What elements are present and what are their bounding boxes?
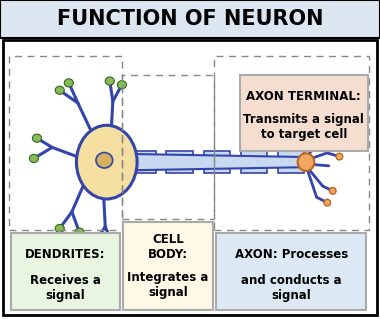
Bar bbox=[9, 56, 122, 230]
Ellipse shape bbox=[298, 153, 314, 171]
Bar bbox=[11, 233, 120, 309]
Bar bbox=[0, 0, 380, 38]
Bar bbox=[123, 222, 213, 309]
Ellipse shape bbox=[32, 134, 41, 142]
Bar bbox=[214, 56, 369, 230]
Ellipse shape bbox=[105, 77, 114, 85]
Ellipse shape bbox=[336, 153, 343, 160]
Polygon shape bbox=[241, 151, 267, 173]
Ellipse shape bbox=[108, 241, 117, 249]
Bar bbox=[216, 233, 366, 309]
Text: and conducts a
signal: and conducts a signal bbox=[241, 274, 342, 302]
Text: CELL
BODY:: CELL BODY: bbox=[148, 233, 188, 261]
Polygon shape bbox=[204, 151, 230, 173]
Ellipse shape bbox=[324, 199, 331, 206]
Ellipse shape bbox=[64, 79, 73, 87]
Polygon shape bbox=[166, 151, 193, 173]
Ellipse shape bbox=[29, 154, 38, 162]
Ellipse shape bbox=[330, 126, 337, 132]
Polygon shape bbox=[129, 151, 156, 173]
Polygon shape bbox=[278, 151, 304, 173]
Ellipse shape bbox=[55, 86, 64, 94]
Text: DENDRITES:: DENDRITES: bbox=[25, 248, 105, 261]
Text: Transmits a signal
to target cell: Transmits a signal to target cell bbox=[243, 113, 364, 141]
Ellipse shape bbox=[55, 224, 64, 233]
Ellipse shape bbox=[76, 125, 137, 199]
Bar bbox=[240, 75, 367, 151]
Ellipse shape bbox=[75, 228, 84, 236]
Bar bbox=[122, 75, 214, 219]
Text: AXON TERMINAL:: AXON TERMINAL: bbox=[246, 90, 361, 103]
Text: Integrates a
signal: Integrates a signal bbox=[127, 271, 209, 299]
Text: AXON: Processes: AXON: Processes bbox=[234, 248, 348, 261]
Ellipse shape bbox=[90, 239, 99, 247]
Ellipse shape bbox=[329, 188, 336, 194]
Ellipse shape bbox=[325, 120, 332, 127]
Text: FUNCTION OF NEURON: FUNCTION OF NEURON bbox=[57, 9, 323, 29]
Text: Receives a
signal: Receives a signal bbox=[30, 274, 101, 302]
Polygon shape bbox=[133, 154, 301, 170]
Ellipse shape bbox=[117, 81, 127, 89]
Bar bbox=[3, 40, 377, 315]
Ellipse shape bbox=[96, 152, 112, 168]
